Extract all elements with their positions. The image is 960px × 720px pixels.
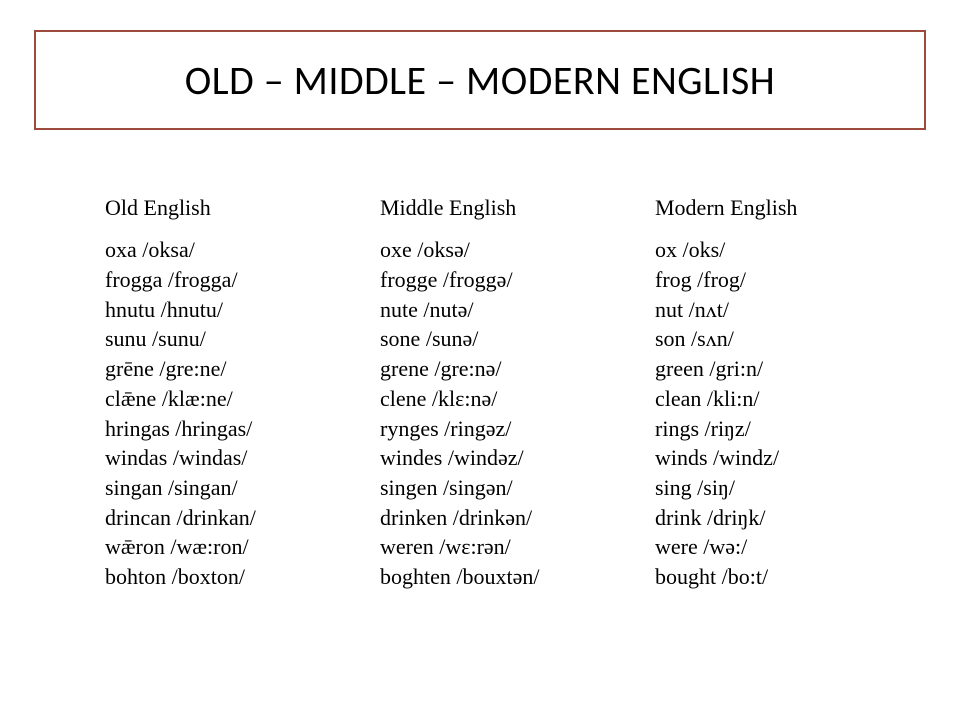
- column-modern-english: Modern English ox /oks/ frog /frog/ nut …: [655, 195, 875, 592]
- word-entry: frogga /frogga/: [105, 265, 355, 295]
- word-entry: drincan /drinkan/: [105, 503, 355, 533]
- word-entry: singen /singən/: [380, 473, 630, 503]
- word-entry: hringas /hringas/: [105, 414, 355, 444]
- column-header: Modern English: [655, 195, 875, 221]
- word-entry: sone /sunə/: [380, 324, 630, 354]
- word-entry: sunu /sunu/: [105, 324, 355, 354]
- column-middle-english: Middle English oxe /oksə/ frogge /froggə…: [380, 195, 630, 592]
- word-entry: weren /wɛ:rən/: [380, 532, 630, 562]
- word-entry: bought /bo:t/: [655, 562, 875, 592]
- word-entry: green /gri:n/: [655, 354, 875, 384]
- word-entry: frogge /froggə/: [380, 265, 630, 295]
- word-entry: were /wə:/: [655, 532, 875, 562]
- slide: OLD – MIDDLE – MODERN ENGLISH Old Englis…: [0, 0, 960, 720]
- word-entry: clǣne /klæ:ne/: [105, 384, 355, 414]
- word-entry: hnutu /hnutu/: [105, 295, 355, 325]
- word-entry: clean /kli:n/: [655, 384, 875, 414]
- word-entry: winds /windz/: [655, 443, 875, 473]
- word-entry: sing /siŋ/: [655, 473, 875, 503]
- word-entry: oxe /oksə/: [380, 235, 630, 265]
- word-entry: ox /oks/: [655, 235, 875, 265]
- word-entry: rynges /ringəz/: [380, 414, 630, 444]
- word-entry: bohton /boxton/: [105, 562, 355, 592]
- word-entry: nute /nutə/: [380, 295, 630, 325]
- word-entry: singan /singan/: [105, 473, 355, 503]
- word-entry: frog /frog/: [655, 265, 875, 295]
- word-entry: grēne /gre:ne/: [105, 354, 355, 384]
- word-entry: son /sʌn/: [655, 324, 875, 354]
- word-entry: nut /nʌt/: [655, 295, 875, 325]
- column-header: Middle English: [380, 195, 630, 221]
- word-entry: grene /gre:nə/: [380, 354, 630, 384]
- column-old-english: Old English oxa /oksa/ frogga /frogga/ h…: [105, 195, 355, 592]
- word-entry: wǣron /wæ:ron/: [105, 532, 355, 562]
- word-entry: boghten /bouxtən/: [380, 562, 630, 592]
- word-entry: windas /windas/: [105, 443, 355, 473]
- word-entry: drink /driŋk/: [655, 503, 875, 533]
- word-entry: rings /riŋz/: [655, 414, 875, 444]
- word-entry: drinken /drinkən/: [380, 503, 630, 533]
- title-box: OLD – MIDDLE – MODERN ENGLISH: [34, 30, 926, 130]
- column-header: Old English: [105, 195, 355, 221]
- columns-container: Old English oxa /oksa/ frogga /frogga/ h…: [105, 195, 875, 592]
- word-entry: clene /klɛ:nə/: [380, 384, 630, 414]
- slide-title: OLD – MIDDLE – MODERN ENGLISH: [185, 56, 775, 105]
- word-entry: windes /windəz/: [380, 443, 630, 473]
- word-entry: oxa /oksa/: [105, 235, 355, 265]
